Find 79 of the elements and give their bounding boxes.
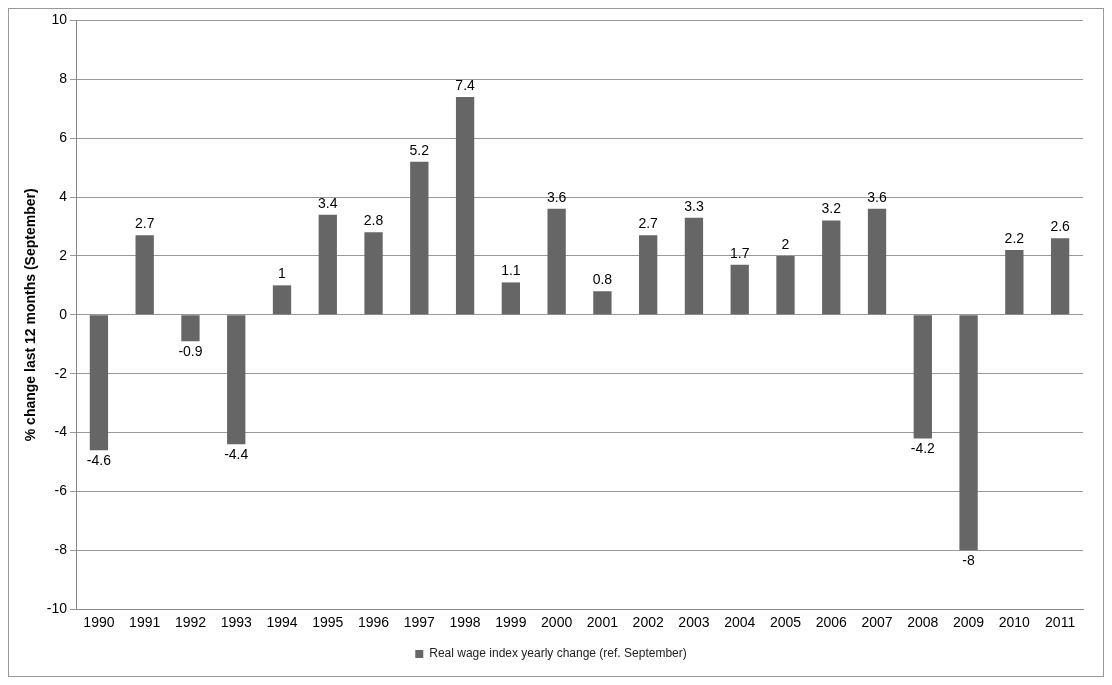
bar: [181, 315, 200, 342]
y-tick-label: -6: [54, 482, 68, 499]
x-tick-label: 1997: [403, 614, 436, 631]
bar: [867, 208, 887, 315]
x-tick-label: 2000: [541, 614, 573, 631]
bar: [272, 285, 292, 315]
x-tick-label: 1998: [449, 614, 481, 631]
data-label: 3.4: [318, 194, 338, 211]
bar: [959, 315, 978, 551]
y-tick-label: -4: [54, 423, 68, 440]
x-tick-label: 2003: [678, 614, 710, 631]
data-label: 7.4: [455, 76, 476, 93]
data-label: 3.6: [867, 188, 887, 205]
legend-label: Real wage index yearly change (ref. September): [429, 646, 687, 661]
x-tick-label: 1993: [220, 614, 253, 631]
y-tick-label: 6: [59, 129, 68, 146]
bar: [227, 315, 246, 445]
bar: [364, 232, 383, 315]
bar: [89, 315, 109, 451]
bar: [730, 264, 749, 315]
y-tick-label: 10: [51, 11, 68, 28]
data-label: 2.6: [1050, 218, 1071, 235]
data-label: 2: [781, 235, 790, 252]
x-tick-label: 2009: [952, 614, 985, 631]
x-tick-label: 2001: [586, 614, 619, 631]
y-tick-label: 8: [59, 70, 68, 87]
bar: [1050, 238, 1070, 315]
x-tick-label: 2011: [1045, 614, 1076, 631]
y-tick-label: -2: [54, 364, 68, 381]
data-label: 3.3: [684, 197, 704, 214]
data-label: -4.4: [224, 446, 249, 463]
x-tick-label: 2010: [998, 614, 1031, 631]
bar: [913, 315, 932, 439]
bar: [501, 282, 521, 315]
y-tick-label: 0: [59, 305, 68, 322]
data-label: -4.2: [910, 440, 936, 457]
data-label: 2.2: [1004, 229, 1025, 246]
bar: [547, 208, 566, 315]
bar: [318, 214, 337, 315]
bar: [776, 255, 795, 315]
data-label: 2.7: [638, 215, 659, 232]
bar: [593, 291, 612, 315]
x-tick-label: 1992: [174, 614, 207, 631]
data-label: 1.1: [501, 262, 521, 279]
data-label: -8: [962, 552, 976, 569]
bar: [822, 220, 841, 315]
bar: [684, 217, 704, 315]
x-tick-label: 2005: [769, 614, 802, 631]
bar: [455, 96, 475, 315]
x-tick-label: 1995: [312, 614, 344, 631]
data-label: 0.8: [592, 271, 613, 288]
x-tick-label: 1996: [357, 614, 390, 631]
x-tick-label: 1991: [129, 614, 161, 631]
y-tick-label: 4: [59, 187, 68, 204]
data-label: -0.9: [178, 343, 203, 360]
y-tick-label: -10: [46, 600, 68, 617]
x-tick-label: 1999: [495, 614, 527, 631]
x-tick-label: 2004: [724, 614, 756, 631]
bar: [410, 161, 429, 315]
y-axis-title: % change last 12 months (September): [22, 188, 39, 442]
x-tick-label: 1990: [83, 614, 115, 631]
x-tick-label: 1994: [266, 614, 298, 631]
x-tick-label: 2006: [815, 614, 848, 631]
bar: [639, 235, 658, 315]
data-label: 1: [278, 265, 287, 282]
data-label: 3.2: [821, 200, 842, 217]
data-label: 1.7: [729, 244, 750, 261]
x-tick-label: 2008: [907, 614, 939, 631]
x-tick-label: 2002: [632, 614, 664, 631]
y-tick-label: -8: [54, 541, 68, 558]
bar: [1005, 250, 1024, 315]
y-tick-label: 2: [59, 246, 68, 263]
data-label: -4.6: [86, 452, 112, 469]
bar: [135, 235, 154, 315]
data-label: 3.6: [546, 188, 567, 205]
x-tick-label: 2007: [861, 614, 893, 631]
data-label: 2.7: [134, 215, 155, 232]
data-label: 2.8: [363, 212, 384, 229]
data-label: 5.2: [409, 141, 430, 158]
